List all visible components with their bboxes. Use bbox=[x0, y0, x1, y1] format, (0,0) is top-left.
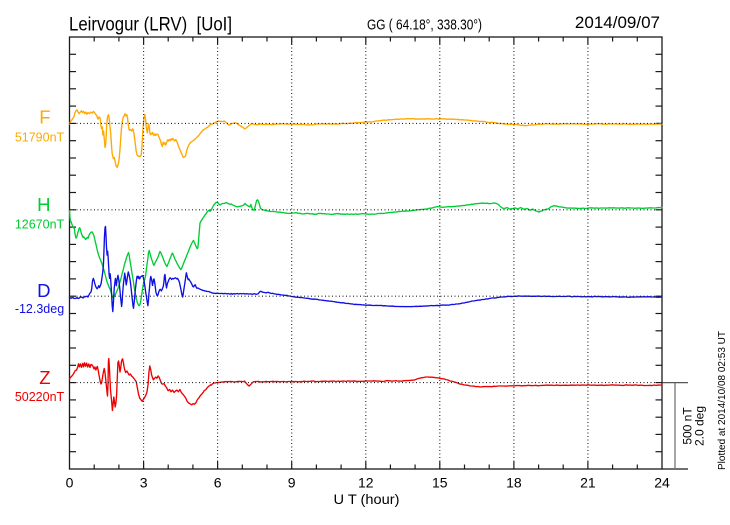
svg-text:50220nT: 50220nT bbox=[15, 390, 65, 404]
svg-text:F: F bbox=[39, 107, 50, 128]
svg-text:2014/09/07: 2014/09/07 bbox=[575, 13, 660, 32]
svg-text:Plotted at 2014/10/08 02:53 UT: Plotted at 2014/10/08 02:53 UT bbox=[717, 331, 728, 470]
svg-text:-12.3deg: -12.3deg bbox=[15, 302, 64, 316]
svg-text:0: 0 bbox=[66, 475, 74, 491]
svg-text:3: 3 bbox=[140, 475, 148, 491]
svg-text:U T (hour): U T (hour) bbox=[334, 492, 400, 507]
svg-text:6: 6 bbox=[214, 475, 222, 491]
svg-text:9: 9 bbox=[288, 475, 296, 491]
svg-text:18: 18 bbox=[506, 475, 522, 491]
svg-text:H: H bbox=[37, 194, 50, 215]
svg-text:2.0 deg: 2.0 deg bbox=[693, 406, 707, 446]
svg-text:51790nT: 51790nT bbox=[15, 131, 65, 145]
svg-text:GG ( 64.18°, 338.30°): GG ( 64.18°, 338.30°) bbox=[367, 18, 482, 34]
svg-text:15: 15 bbox=[432, 475, 448, 491]
svg-text:D: D bbox=[37, 280, 50, 301]
svg-text:21: 21 bbox=[580, 475, 596, 491]
svg-text:500 nT: 500 nT bbox=[681, 407, 695, 445]
svg-text:12670nT: 12670nT bbox=[15, 217, 65, 231]
svg-text:Z: Z bbox=[39, 367, 50, 388]
svg-text:12: 12 bbox=[358, 475, 374, 491]
svg-text:Leirvogur (LRV) [UoI]: Leirvogur (LRV) [UoI] bbox=[69, 14, 232, 36]
svg-text:24: 24 bbox=[654, 475, 670, 491]
